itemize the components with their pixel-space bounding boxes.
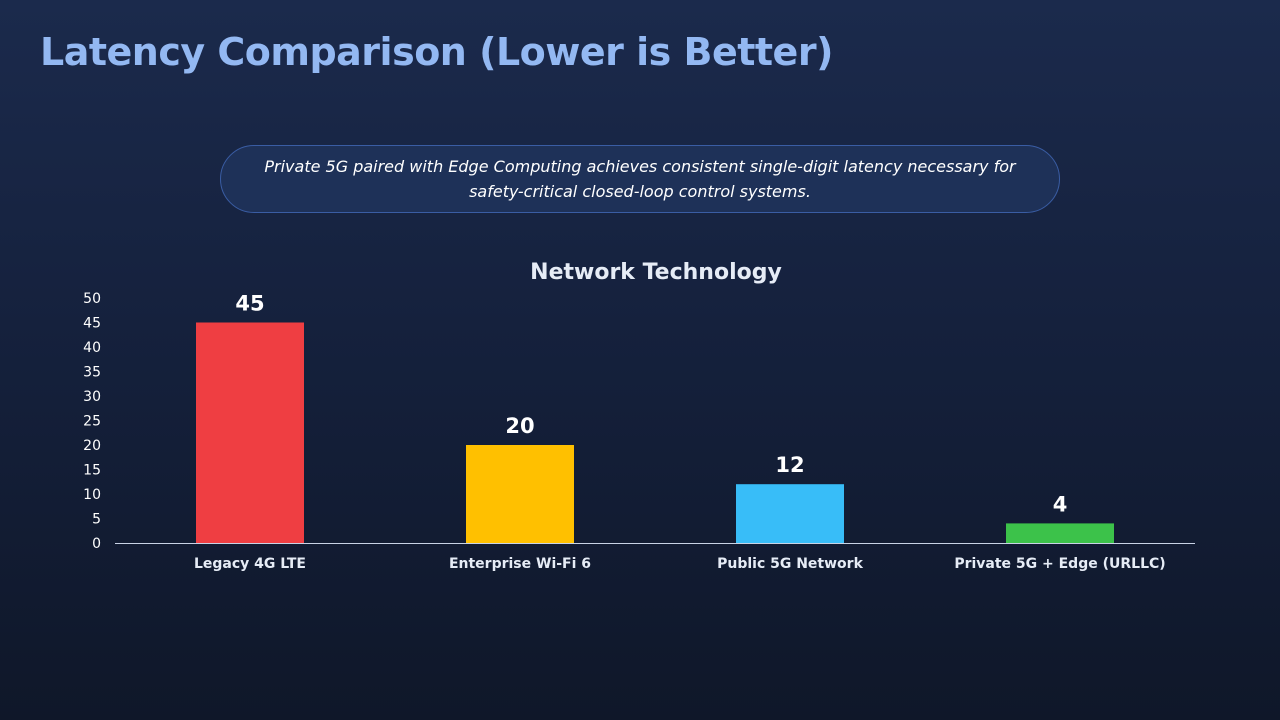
bar-data-label: 20	[505, 414, 534, 438]
x-category-label: Private 5G + Edge (URLLC)	[954, 556, 1165, 572]
chart-title: Network Technology	[530, 260, 782, 285]
y-tick-label: 25	[83, 414, 101, 430]
y-tick-label: 0	[92, 536, 101, 552]
x-category-label: Enterprise Wi-Fi 6	[449, 556, 591, 572]
bar-data-label: 4	[1053, 492, 1068, 516]
callout-text: Private 5G paired with Edge Computing ac…	[264, 157, 1016, 201]
x-category-label: Public 5G Network	[717, 556, 863, 572]
callout-box: Private 5G paired with Edge Computing ac…	[220, 145, 1060, 213]
bar-data-label: 45	[235, 292, 264, 316]
y-tick-label: 15	[83, 463, 101, 479]
bar	[196, 322, 304, 543]
bar	[736, 484, 844, 543]
y-tick-label: 50	[83, 291, 101, 307]
y-tick-label: 20	[83, 438, 101, 454]
y-tick-label: 45	[83, 316, 101, 332]
y-tick-label: 40	[83, 340, 101, 356]
slide-title: Latency Comparison (Lower is Better)	[40, 30, 833, 74]
bar	[1006, 523, 1114, 543]
bar	[466, 445, 574, 543]
y-tick-label: 10	[83, 487, 101, 503]
y-tick-label: 30	[83, 389, 101, 405]
bar-data-label: 12	[775, 453, 804, 477]
x-category-label: Legacy 4G LTE	[194, 556, 306, 572]
y-tick-label: 35	[83, 365, 101, 381]
y-tick-label: 5	[92, 512, 101, 528]
